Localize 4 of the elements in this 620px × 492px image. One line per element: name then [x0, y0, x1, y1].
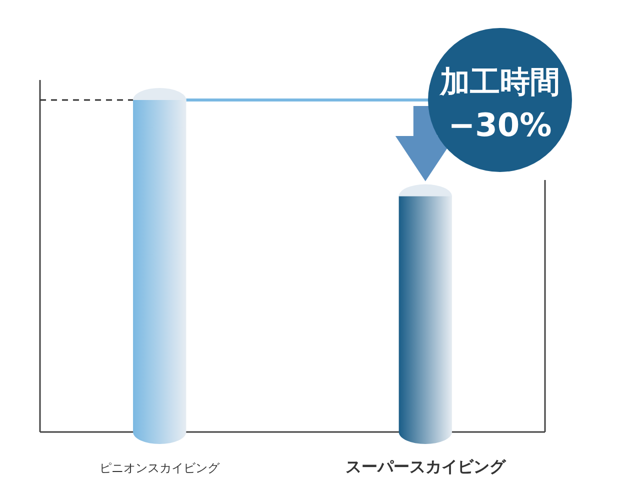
annotation: 加工時間	[439, 65, 560, 100]
x-tick-label: スーパースカイビング	[345, 457, 506, 476]
annotation: −30%	[448, 106, 552, 144]
x-tick-label: ピニオンスカイビング	[100, 461, 221, 475]
